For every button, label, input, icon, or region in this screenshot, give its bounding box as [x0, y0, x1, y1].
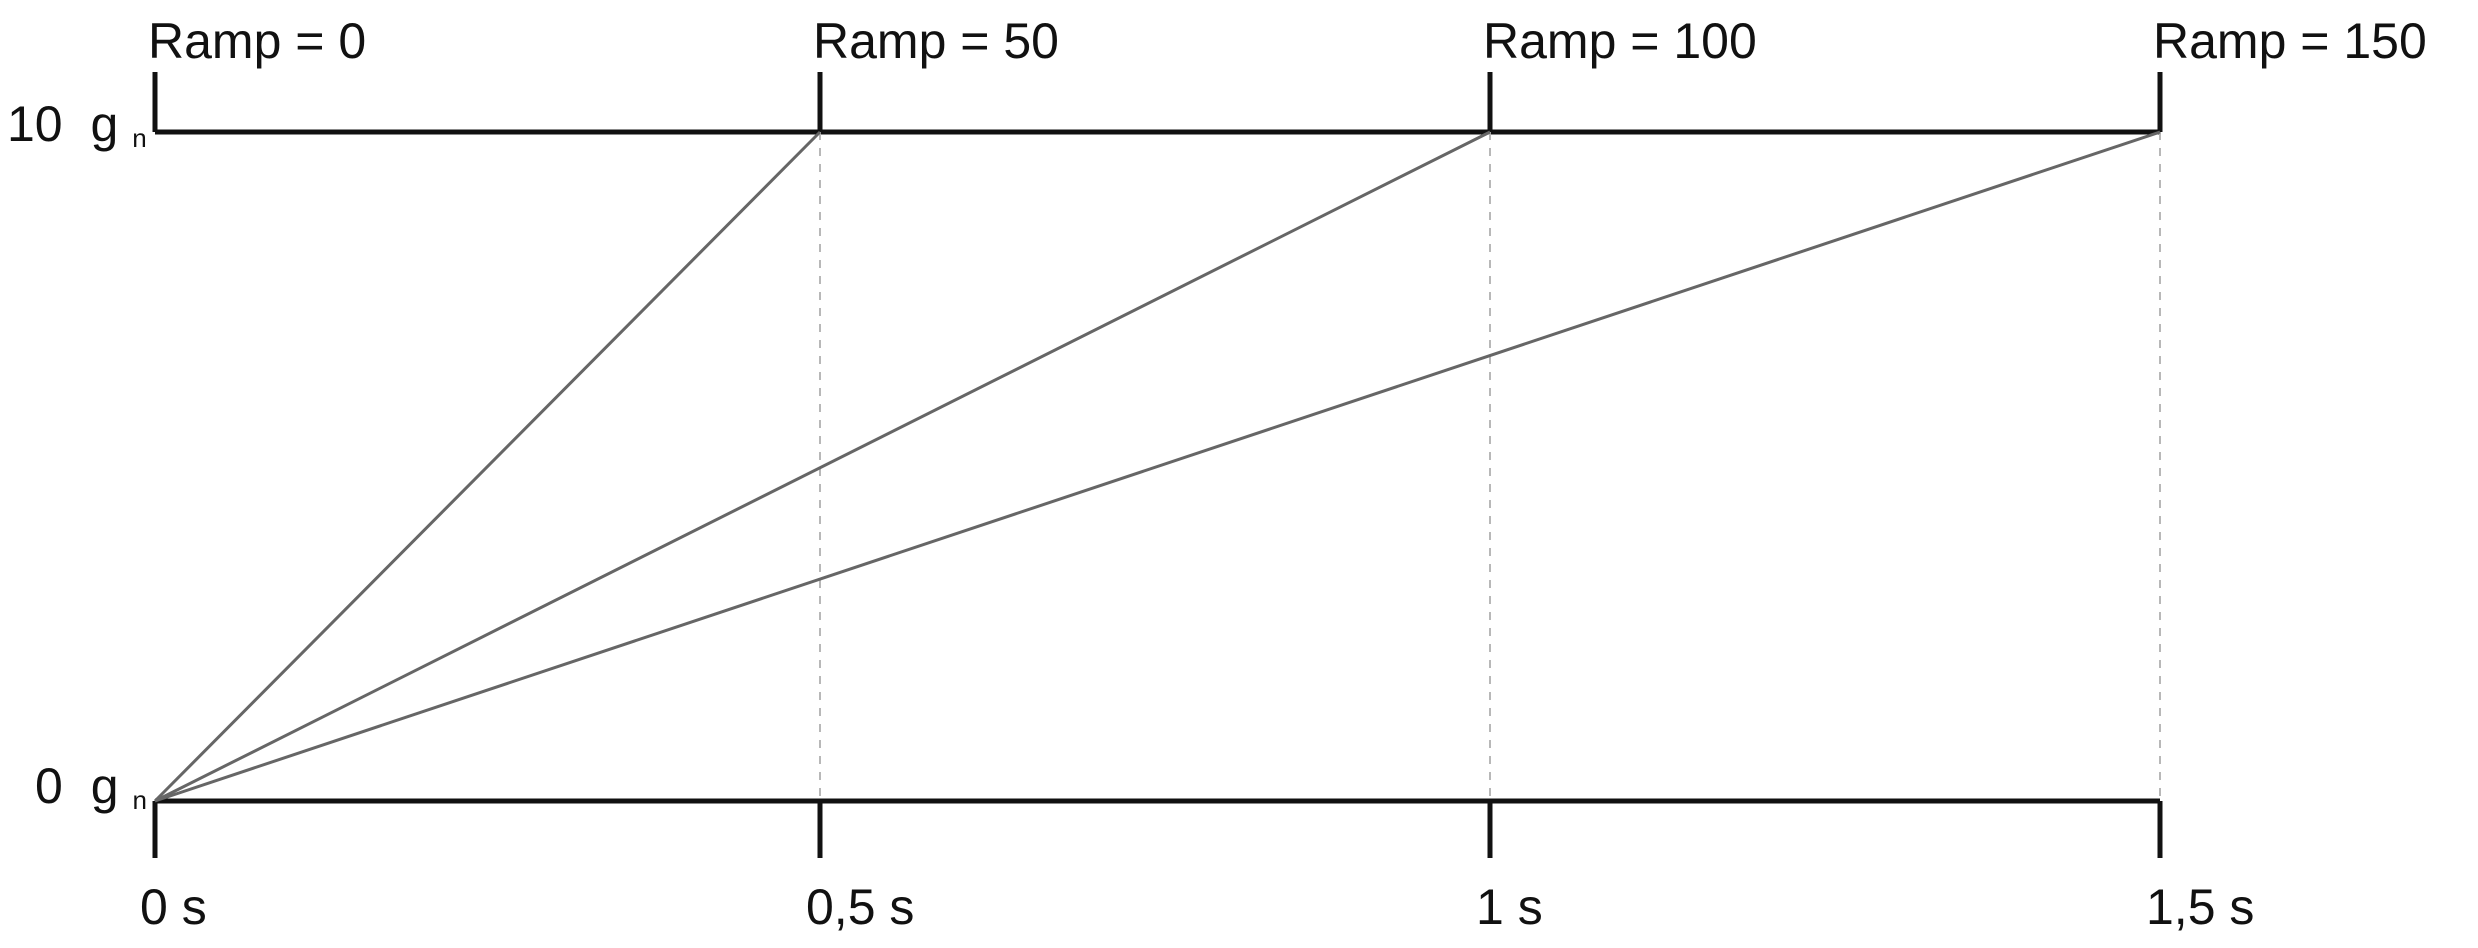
y-label-top-unit: g	[91, 96, 119, 152]
ramp-label-100: Ramp = 100	[1483, 13, 1757, 69]
x-tick-label-0-5: 0,5 s	[806, 879, 914, 935]
y-label-top: 10 g n	[7, 96, 147, 153]
ramp-line-100	[154, 130, 1491, 803]
ramp-label-50: Ramp = 50	[813, 13, 1059, 69]
ramp-label-150: Ramp = 150	[2153, 13, 2427, 69]
ramp-line-50	[153, 130, 822, 803]
y-label-bottom-subscript: n	[132, 785, 146, 815]
y-label-bottom-unit: g	[91, 758, 119, 814]
ramp-label-0: Ramp = 0	[148, 13, 366, 69]
y-label-bottom: 0 g n	[35, 758, 147, 815]
x-tick-label-1: 1 s	[1476, 879, 1543, 935]
x-tick-label-0: 0 s	[140, 879, 207, 935]
ramp-line-150	[154, 130, 2161, 803]
y-label-bottom-value: 0	[35, 758, 63, 814]
y-label-top-value: 10	[7, 96, 63, 152]
x-tick-label-1-5: 1,5 s	[2146, 879, 2254, 935]
y-label-top-subscript: n	[132, 123, 146, 153]
